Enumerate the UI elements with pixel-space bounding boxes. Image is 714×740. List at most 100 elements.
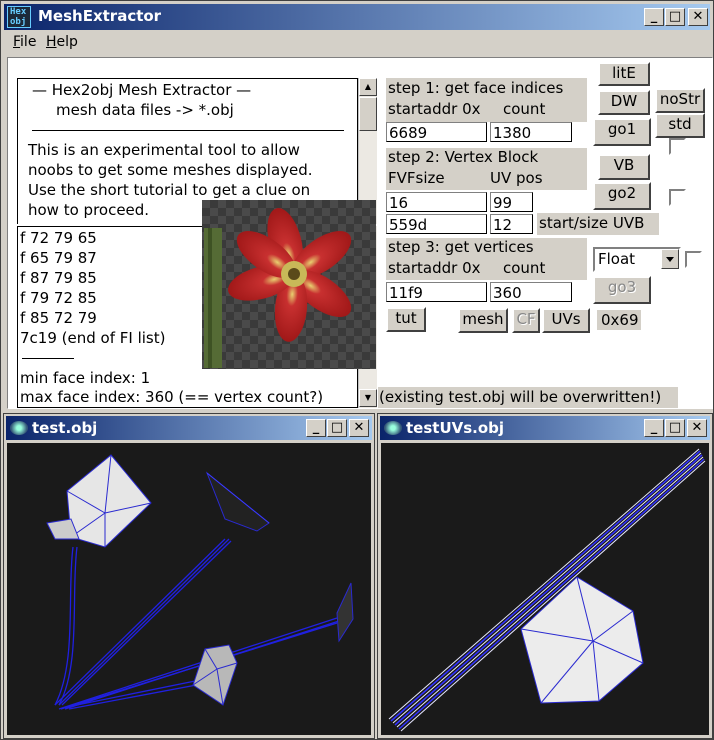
info-line-title: — Hex2obj Mesh Extractor — [32,81,252,99]
info-line-1: This is an experimental tool to allow [28,141,300,159]
vb-button[interactable]: VB [598,154,650,180]
test-obj-window[interactable]: test.obj _ □ ✕ [3,413,375,739]
minimize-button[interactable]: _ [644,8,664,26]
step2-title: step 2: Vertex Block [388,148,539,166]
uvb-size-input[interactable]: 12 [490,214,533,234]
test-uvs-close-button[interactable]: ✕ [687,419,707,437]
mesh-viewer-icon [10,421,28,435]
step3-count-label: count [503,259,546,277]
nostr-button[interactable]: noStr [655,88,705,113]
info-line-2: noobs to get some meshes displayed. [28,161,313,179]
min-face-index: min face index: 1 [20,369,151,387]
step3-count-input[interactable]: 360 [490,282,572,302]
go2-checkbox[interactable] [669,189,686,206]
go1-button[interactable]: go1 [593,118,651,146]
info-scrollbar[interactable]: ▲ [358,78,377,224]
cf-button[interactable]: CF [512,308,540,333]
info-line-subtitle: mesh data files -> *.obj [56,101,234,119]
minimize-icon: _ [312,420,320,435]
mesh-render-test [46,454,354,710]
close-button[interactable]: ✕ [688,8,708,26]
minimize-icon: _ [650,420,658,435]
step2-uv-label: UV pos [490,169,543,187]
close-icon: ✕ [691,420,703,435]
close-icon: ✕ [692,9,704,24]
lite-button[interactable]: litE [598,62,650,86]
maximize-button[interactable]: □ [665,8,685,26]
uvb-label-panel: start/size UVB [537,213,659,235]
uvs-button[interactable]: UVs [542,308,590,333]
test-obj-viewport[interactable] [7,443,371,735]
max-face-index: max face index: 360 (== vertex count?) [20,388,324,406]
test-uvs-maximize-button[interactable]: □ [665,419,685,437]
menu-file[interactable]: File [13,34,37,50]
dropdown-arrow[interactable] [661,249,679,269]
window-title: MeshExtractor [38,7,162,25]
test-obj-close-button[interactable]: ✕ [349,419,369,437]
face-line-5: f 85 72 79 [20,309,97,327]
test-uvs-viewport[interactable] [381,443,709,735]
face-list-divider [22,358,74,359]
warning-panel: (existing test.obj will be overwritten!) [378,387,678,408]
face-line-4: f 79 72 85 [20,289,97,307]
uvb-start-input[interactable]: 559d [386,214,487,234]
hex-readout-panel: 0x69 [597,310,641,330]
test-obj-minimize-button[interactable]: _ [306,419,326,437]
step1-count-label: count [503,100,546,118]
go2-button[interactable]: go2 [593,182,651,210]
test-obj-maximize-button[interactable]: □ [327,419,347,437]
title-bar[interactable]: Hex obj MeshExtractor _ □ ✕ [4,4,710,30]
step1-title: step 1: get face indices [388,79,564,97]
face-line-2: f 65 79 87 [20,249,97,267]
step1-count-input[interactable]: 1380 [490,122,572,142]
uv-render-test [388,448,706,732]
test-obj-titlebar[interactable]: test.obj _ □ ✕ [6,416,372,440]
warning-text: (existing test.obj will be overwritten!) [379,388,662,406]
client-area: — Hex2obj Mesh Extractor — mesh data fil… [7,57,713,409]
scroll-thumb[interactable] [359,97,377,131]
step3-panel: step 3: get vertices startaddr 0x count [386,238,587,280]
close-icon: ✕ [353,420,365,435]
go3-button[interactable]: go3 [593,276,651,304]
test-uvs-window[interactable]: testUVs.obj _ □ ✕ [377,413,713,739]
step2-panel: step 2: Vertex Block FVFsize UV pos [386,148,587,190]
texture-preview [202,200,376,369]
info-line-4: how to proceed. [28,201,150,219]
info-divider [32,130,344,131]
info-line-3: Use the short tutorial to get a clue on [28,181,311,199]
std-checkbox[interactable] [669,138,686,155]
step3-addr-label: startaddr 0x [388,259,481,277]
step2-fvf-label: FVFsize [388,169,445,187]
mesh-button[interactable]: mesh [458,308,508,333]
test-uvs-minimize-button[interactable]: _ [644,419,664,437]
dw-button[interactable]: DW [598,90,650,115]
app-icon-line1: Hex [10,7,27,17]
test-uvs-titlebar[interactable]: testUVs.obj _ □ ✕ [380,416,710,440]
step1-addr-input[interactable]: 6689 [386,122,487,142]
tut-button[interactable]: tut [386,307,426,332]
step3-addr-input[interactable]: 11f9 [386,282,487,302]
menu-help[interactable]: Help [46,34,78,50]
uv-pos-input[interactable]: 99 [490,192,533,212]
maximize-icon: □ [668,420,682,435]
minimize-icon: _ [650,9,658,24]
step1-panel: step 1: get face indices startaddr 0x co… [386,78,587,122]
uvb-label: start/size UVB [539,214,645,232]
flower-texture-image [202,200,376,369]
face-line-1: f 72 79 65 [20,229,97,247]
format-checkbox[interactable] [685,251,702,268]
hex-readout: 0x69 [601,311,639,329]
maximize-icon: □ [668,9,682,24]
face-list-end: 7c19 (end of FI list) [20,329,166,347]
format-select[interactable]: Float [593,247,681,272]
mesh-viewer-icon [384,421,402,435]
step3-title: step 3: get vertices [388,238,534,256]
scroll-down-icon[interactable]: ▼ [359,389,377,407]
scroll-up-icon[interactable]: ▲ [359,78,377,96]
app-icon: Hex obj [7,6,31,28]
test-uvs-title: testUVs.obj [406,419,505,437]
fvf-size-input[interactable]: 16 [386,192,487,212]
info-textbox[interactable]: — Hex2obj Mesh Extractor — mesh data fil… [17,78,358,224]
std-button[interactable]: std [655,113,705,138]
